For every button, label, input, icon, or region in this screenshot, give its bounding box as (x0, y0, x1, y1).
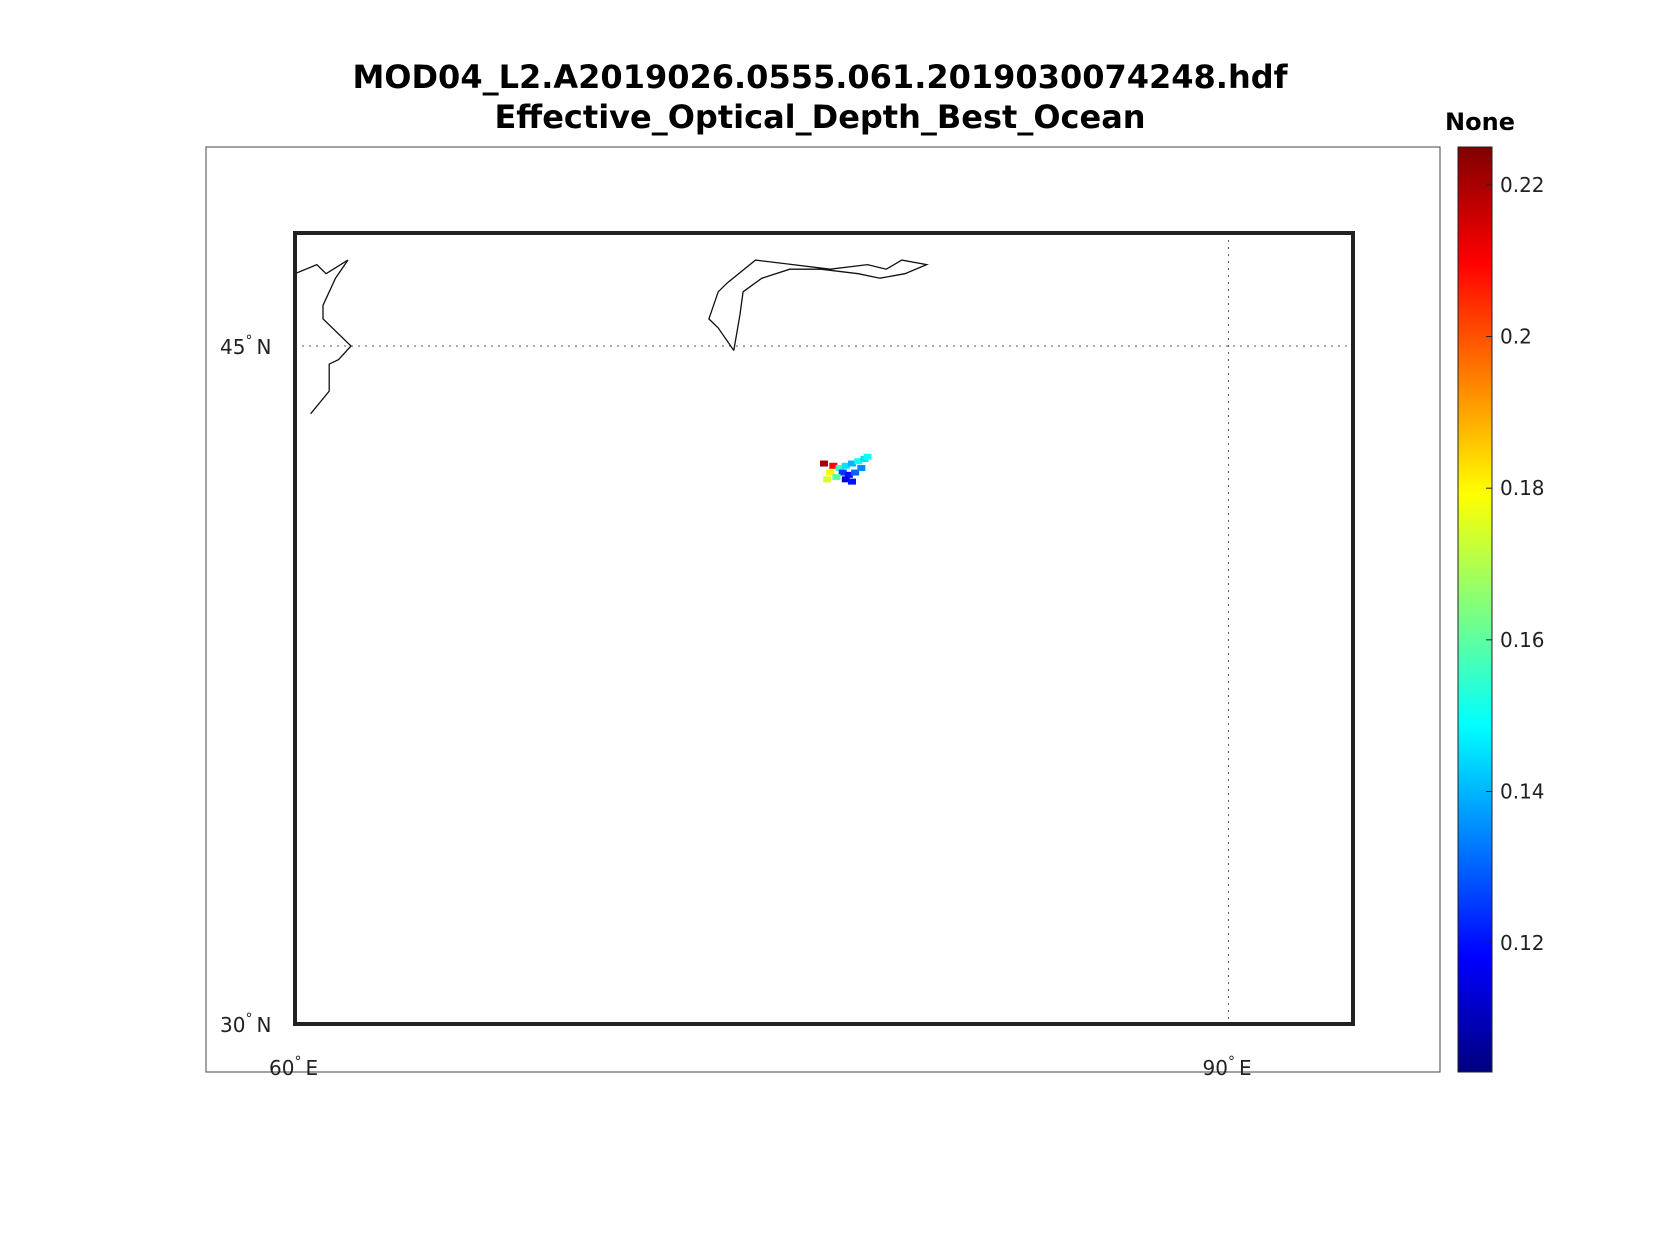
map-boundary (293, 231, 1355, 1026)
colorbar-title: None (1445, 108, 1515, 136)
aod-pixel (857, 465, 866, 472)
coastlines (294, 259, 929, 415)
aod-pixel (820, 460, 828, 467)
graticule-label: 60° E (269, 1054, 318, 1080)
colorbar (1457, 146, 1493, 1073)
aod-pixel (854, 458, 863, 465)
aod-pixel (832, 474, 841, 481)
colorbar-ticks: 0.12 0.14 0.16 0.18 0.2 0.22 (1486, 173, 1545, 955)
aod-pixel (844, 471, 853, 478)
coastline (294, 259, 352, 415)
aod-pixel (829, 462, 838, 469)
aod-pixel (835, 465, 844, 472)
aod-pixel (841, 462, 850, 469)
aod-pixel (841, 476, 850, 483)
aod-pixels (820, 453, 872, 485)
graticule-labels: 30° N 45° N 60° E 90° E (220, 333, 1252, 1080)
axes-frame (205, 146, 1441, 1073)
aod-pixel (863, 453, 872, 460)
graticule-label: 45° N (220, 333, 271, 359)
colorbar-tick-label: 0.2 (1500, 325, 1532, 349)
colorbar-tick-label: 0.16 (1500, 628, 1545, 652)
aod-pixel (851, 469, 860, 476)
graticule (295, 233, 1353, 1024)
coastline (708, 259, 929, 351)
chart-title-line-2: Effective_Optical_Depth_Best_Ocean (494, 98, 1146, 136)
aod-pixel (848, 478, 857, 485)
aod-pixel (826, 469, 835, 476)
colorbar-tick-label: 0.14 (1500, 779, 1545, 803)
colorbar-tick-label: 0.18 (1500, 476, 1545, 500)
aod-pixel (823, 476, 832, 483)
chart-title-line-1: MOD04_L2.A2019026.0555.061.2019030074248… (352, 58, 1288, 96)
aod-pixel (838, 469, 847, 476)
aod-pixel (848, 460, 857, 467)
colorbar-tick-label: 0.12 (1500, 931, 1545, 955)
graticule-label: 90° E (1203, 1054, 1252, 1080)
graticule-label: 30° N (220, 1011, 271, 1037)
colorbar-tick-label: 0.22 (1500, 173, 1545, 197)
